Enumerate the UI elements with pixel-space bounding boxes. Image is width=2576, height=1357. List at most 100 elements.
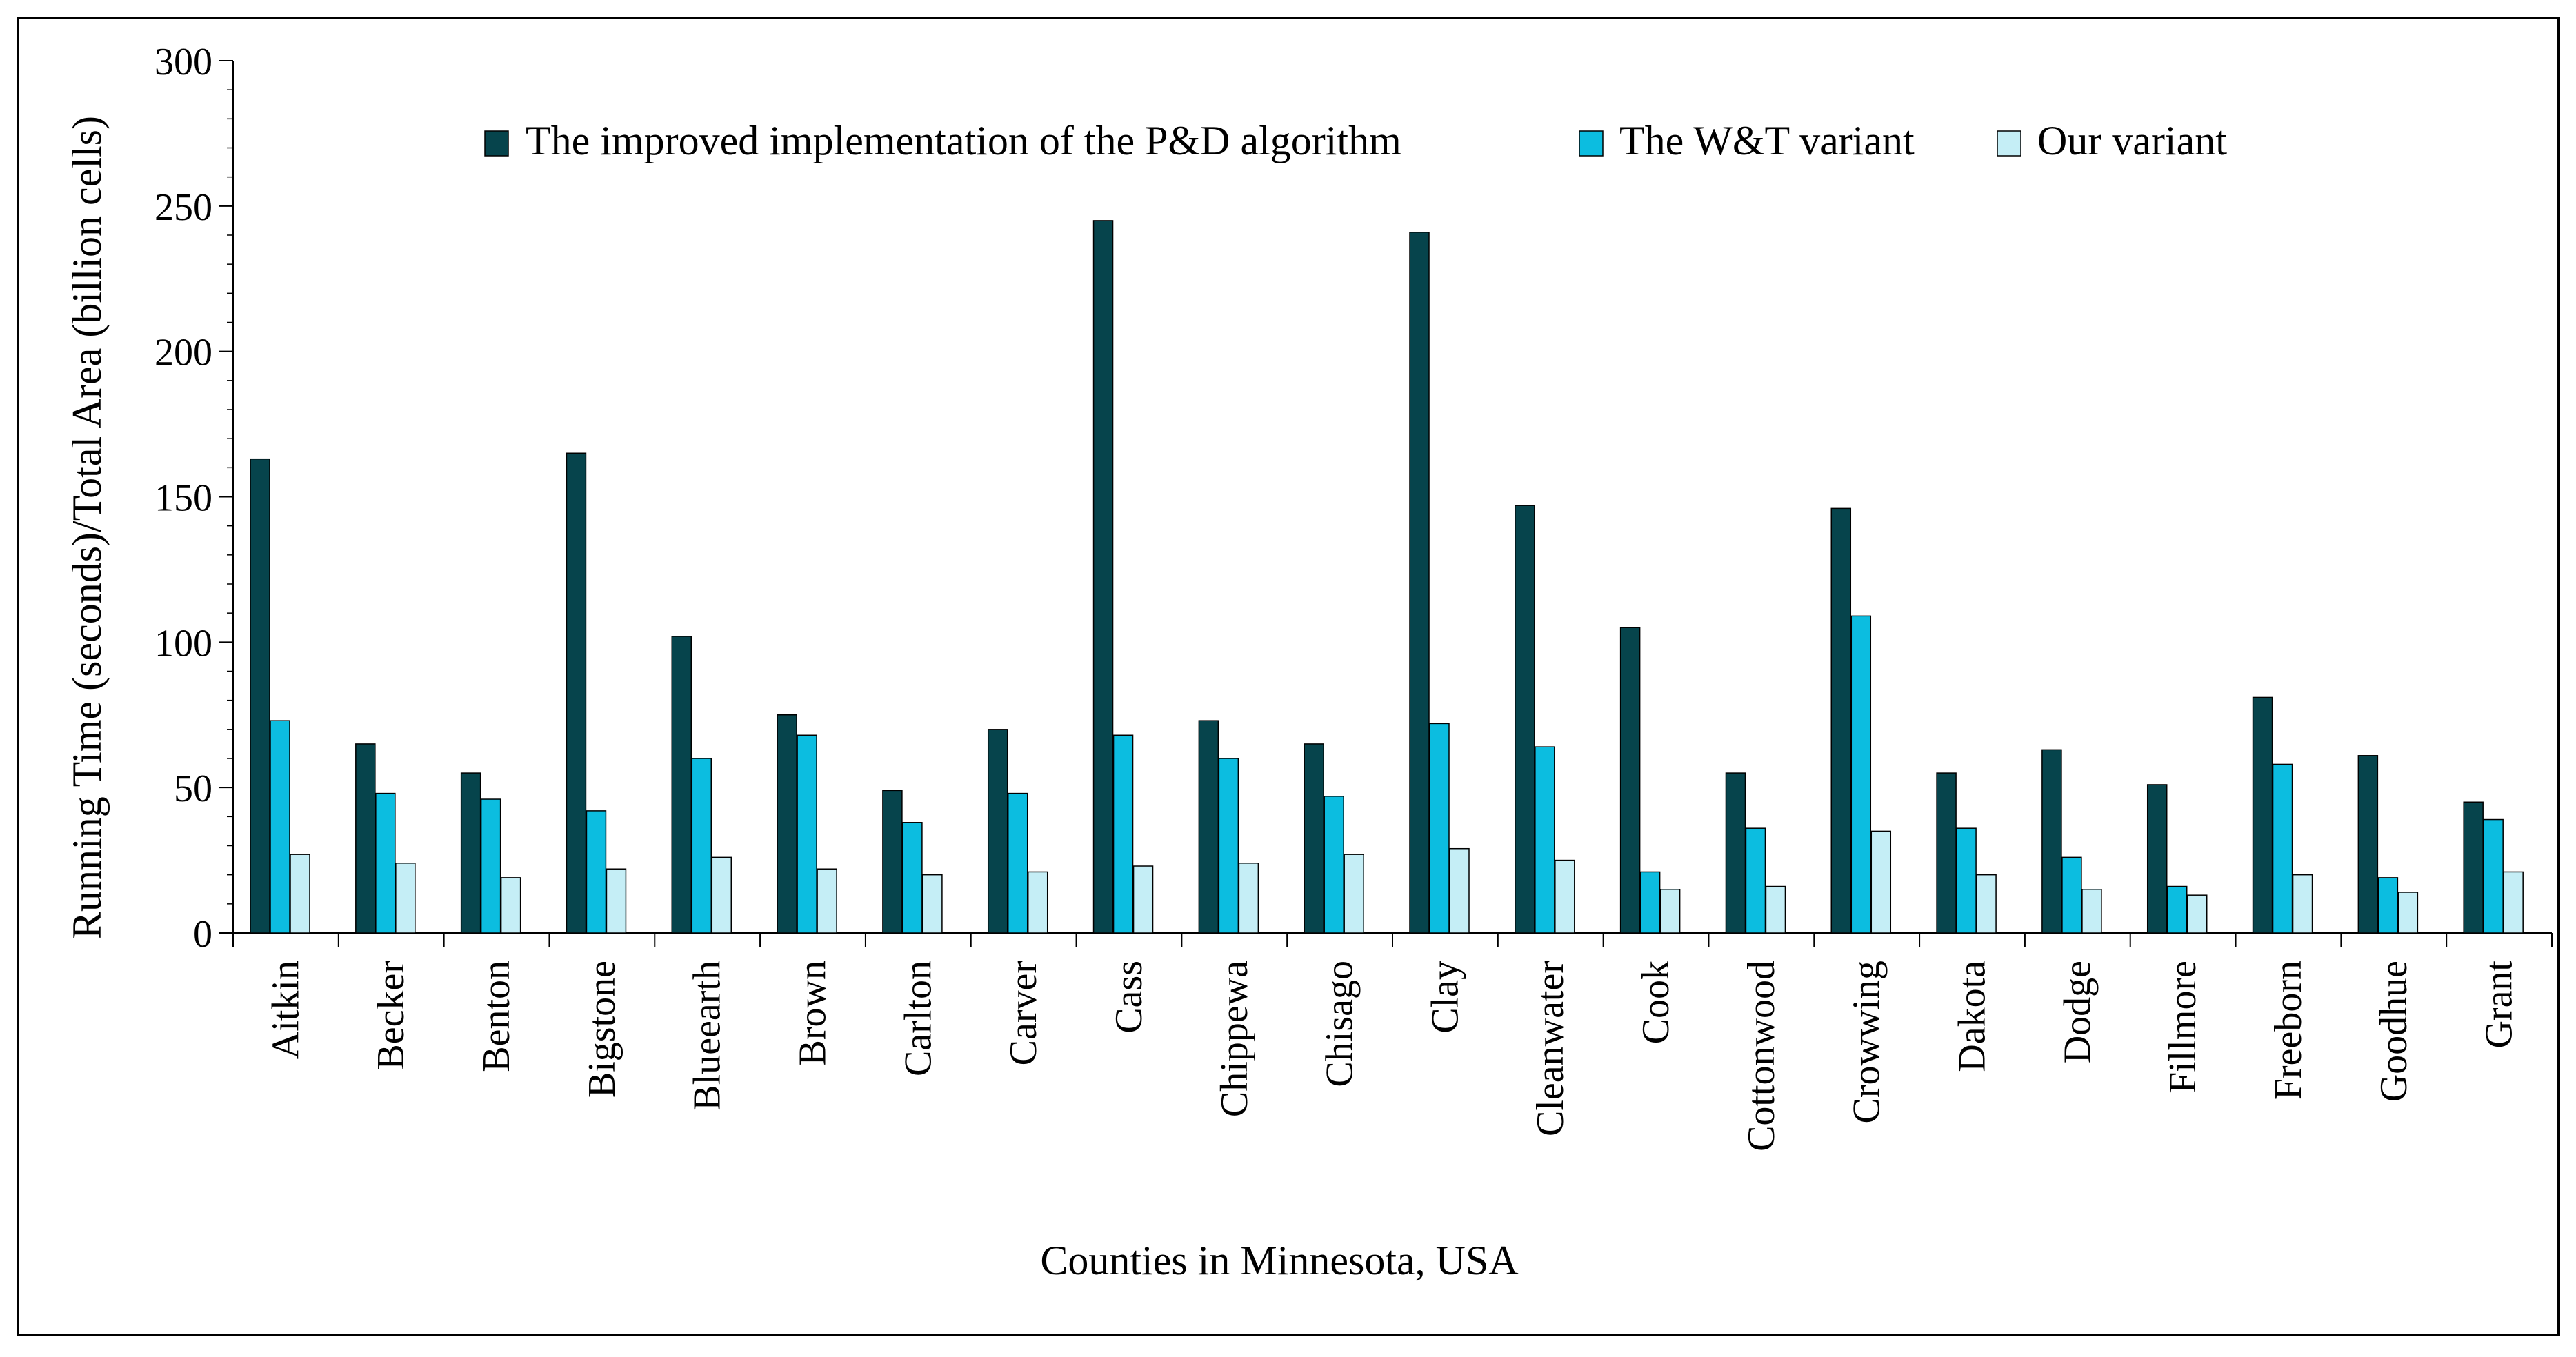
bar-grant-series-2 [2483,818,2504,934]
bar-goodhue-series-1 [2357,755,2379,934]
x-axis-label: Counties in Minnesota, USA [1040,1238,1518,1283]
legend-swatch-wt [1579,130,1604,157]
legend-swatch-pd [484,130,509,157]
bar-dodge-series-3 [2081,889,2102,934]
bar-carver-series-2 [1007,792,1028,934]
bar-benton-series-1 [460,772,481,934]
bar-cook-series-2 [1639,871,1661,934]
bar-becker-series-3 [395,863,416,934]
bar-dodge-series-1 [2041,749,2062,934]
bar-crowwing-series-2 [1850,615,1872,934]
bar-clay-series-3 [1449,847,1470,934]
y-tick-label: 150 [154,477,212,520]
bar-cleanwater-series-1 [1515,505,1535,934]
x-tick-label: Fillmore [2161,961,2204,1094]
x-tick-label: Carver [1002,961,1045,1066]
x-tick-label: Grant [2478,961,2521,1049]
bar-becker-series-2 [375,792,396,934]
bar-goodhue-series-3 [2397,892,2419,934]
bar-fillmore-series-1 [2146,784,2168,934]
bar-aitkin-series-3 [290,854,310,934]
bar-aitkin-series-2 [270,720,290,934]
bar-becker-series-1 [355,743,376,934]
x-tick-label: Chisago [1319,961,1361,1087]
bar-cottonwood-series-2 [1745,827,1766,934]
y-tick-label: 0 [193,913,212,956]
bar-clay-series-1 [1409,232,1430,934]
x-tick-label: Goodhue [2373,961,2415,1102]
bar-fillmore-series-2 [2166,885,2188,934]
x-tick-label: Cleanwater [1529,961,1572,1136]
x-tick-label: Cottonwood [1740,961,1783,1152]
bar-chisago-series-2 [1324,796,1344,934]
bar-grant-series-1 [2463,801,2484,934]
x-tick-label: Crowwing [1846,961,1888,1123]
bar-cleanwater-series-2 [1535,746,1555,934]
bar-blueearth-series-2 [691,758,712,934]
bar-chisago-series-3 [1344,854,1364,934]
y-tick-label: 50 [174,767,212,810]
bar-carlton-series-1 [882,790,903,934]
legend-swatch-ours [1997,130,2021,157]
bar-cass-series-1 [1092,220,1114,934]
bar-crowwing-series-1 [1830,507,1852,934]
bar-crowwing-series-3 [1870,830,1892,934]
y-tick-label: 200 [154,332,212,374]
bar-grant-series-3 [2503,871,2524,934]
bar-cottonwood-series-1 [1725,772,1746,934]
bar-bigstone-series-1 [566,452,587,934]
x-tick-label: Bigstone [581,961,623,1098]
x-tick-label: Dodge [2056,961,2099,1063]
bar-dakota-series-3 [1976,874,1997,934]
bar-cook-series-1 [1619,627,1641,934]
bar-goodhue-series-2 [2377,877,2399,934]
bar-carlton-series-2 [902,822,923,934]
bar-chippewa-series-1 [1198,720,1219,934]
y-tick-label: 300 [154,41,212,83]
legend: The improved implementation of the P&D a… [484,118,2227,163]
chart-frame [17,17,2560,1336]
bar-aitkin-series-1 [250,458,270,934]
x-tick-label: Aitkin [264,961,307,1059]
plot-area: 0 50 100 150 200 250 300 Aitkin Becker Benton Bigs… [154,41,2553,1152]
bar-benton-series-2 [480,798,501,934]
bar-chisago-series-1 [1304,743,1324,934]
x-tick-label: Dakota [1951,961,1994,1072]
x-tick-label: Clay [1424,961,1466,1034]
x-tick-label: Blueearth [686,961,729,1111]
bar-blueearth-series-3 [711,856,732,934]
y-tick-label: 250 [154,186,212,229]
legend-label-wt: The W&T variant [1619,118,1915,163]
bar-brown-series-2 [797,734,817,934]
x-tick-label: Benton [475,961,518,1072]
y-axis-label: Running Time (seconds)/Total Area (billi… [64,116,110,939]
bar-clay-series-2 [1429,723,1450,934]
legend-label-ours: Our variant [2037,118,2227,163]
bar-bigstone-series-3 [606,868,627,934]
bar-cottonwood-series-3 [1765,885,1786,934]
bar-carver-series-1 [987,729,1008,934]
y-tick-label: 100 [154,622,212,665]
x-tick-label: Brown [792,961,835,1065]
bar-fillmore-series-3 [2186,894,2208,934]
bar-carlton-series-3 [922,874,943,934]
legend-label-pd: The improved implementation of the P&D a… [526,118,1401,163]
bar-blueearth-series-1 [671,636,692,934]
bar-benton-series-3 [500,877,521,934]
bar-cass-series-2 [1112,734,1134,934]
bar-bigstone-series-2 [586,810,607,934]
bar-carver-series-3 [1027,871,1048,934]
bar-freeborn-series-1 [2252,696,2273,934]
bar-brown-series-3 [817,868,837,934]
x-tick-label: Chippewa [1213,961,1256,1117]
bar-dakota-series-1 [1936,772,1957,934]
bar-freeborn-series-2 [2272,763,2293,934]
bar-cleanwater-series-3 [1555,859,1575,934]
bar-cass-series-3 [1132,865,1154,934]
bar-dakota-series-2 [1956,827,1977,934]
x-tick-label: Freeborn [2267,961,2310,1100]
bar-cook-series-3 [1659,889,1681,934]
bar-dodge-series-2 [2061,856,2082,934]
bar-chippewa-series-2 [1218,758,1239,934]
